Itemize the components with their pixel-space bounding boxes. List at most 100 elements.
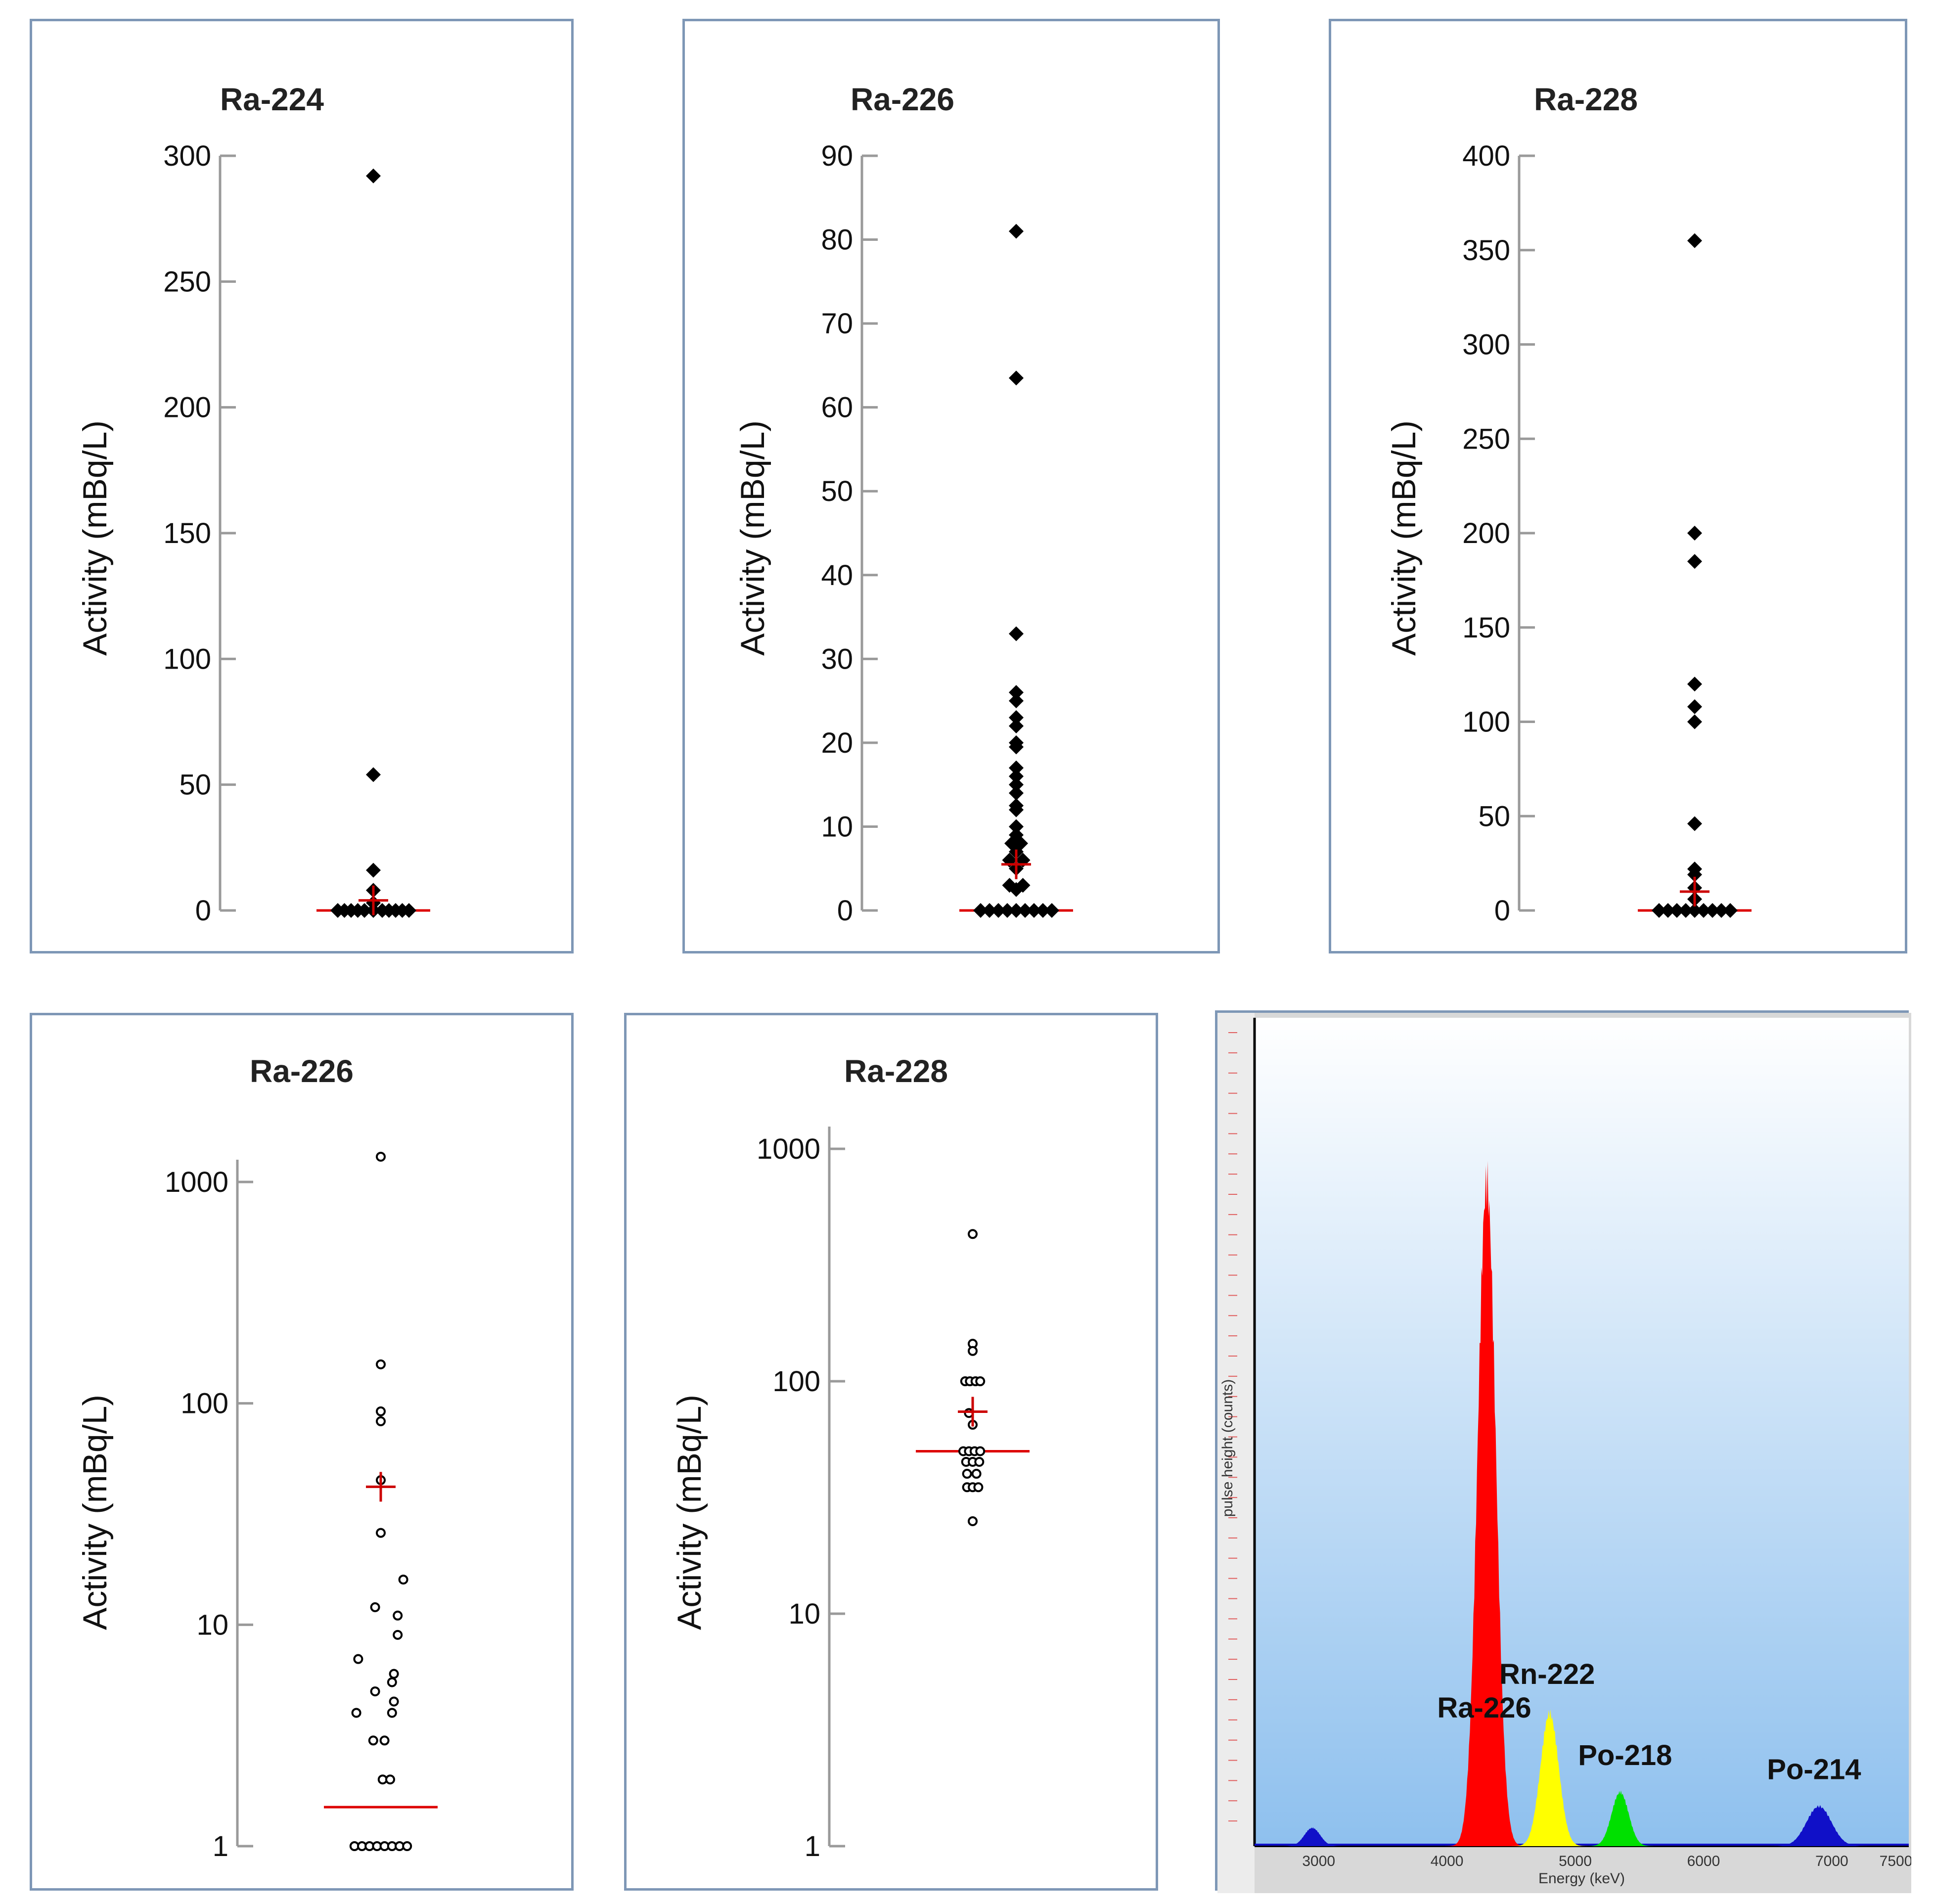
data-point	[393, 1630, 403, 1640]
y-axis-label: Activity (mBq/L)	[76, 420, 114, 656]
plot-background	[1255, 1018, 1909, 1846]
y-tick-label: 250	[163, 266, 211, 298]
data-point	[379, 1735, 390, 1746]
chart-title: Ra-224	[220, 82, 324, 117]
data-point	[975, 1446, 986, 1456]
y-tick-label: 200	[1462, 517, 1510, 549]
chart-title: Ra-228	[844, 1053, 948, 1089]
y-tick-label: 80	[821, 224, 853, 256]
y-tick-label: 1	[805, 1830, 820, 1862]
chart-title: Ra-226	[250, 1053, 354, 1089]
data-point	[1009, 224, 1024, 239]
y-tick-label: 90	[821, 140, 853, 172]
peak-po-218	[1570, 1790, 1670, 1846]
data-point	[330, 903, 345, 918]
x-tick-label: 6000	[1687, 1853, 1720, 1869]
y-tick-label: 50	[821, 475, 853, 507]
peak-label: Rn-222	[1499, 1658, 1595, 1690]
data-point	[982, 903, 997, 918]
data-point	[376, 1416, 386, 1426]
y-tick-label: 400	[1462, 140, 1510, 172]
data-point	[1723, 903, 1738, 918]
chart-ra224-linear: Ra-224 Activity (mBq/L) 0 50 100 150 200 250 300	[76, 82, 430, 927]
data-point	[402, 903, 416, 918]
data-point	[1009, 739, 1024, 755]
y-tick-label: 1000	[757, 1133, 820, 1165]
data-point	[1009, 710, 1024, 725]
data-point	[971, 1469, 982, 1479]
data-point	[975, 1376, 986, 1386]
data-point	[991, 903, 1006, 918]
chart-panel-ra228-linear: Ra-228 Activity (mBq/L) 0 50 100 150 200 250 300…	[1329, 19, 1907, 953]
data-point	[1027, 903, 1041, 918]
data-point	[389, 1669, 399, 1679]
data-point	[1669, 903, 1684, 918]
data-point	[1687, 714, 1702, 729]
data-point	[1687, 867, 1702, 882]
data-point	[387, 1677, 397, 1687]
y-tick-label: 30	[821, 643, 853, 675]
y-axis-label: Activity (mBq/L)	[671, 1395, 708, 1630]
data-point	[366, 862, 381, 878]
y-tick-label: 200	[163, 392, 211, 424]
x-tick-label: 7000	[1815, 1853, 1848, 1869]
data-point	[1678, 903, 1693, 918]
y-tick-label: 150	[1462, 612, 1510, 644]
data-point	[389, 1696, 399, 1707]
chart-title: Ra-228	[1534, 82, 1638, 117]
chart-ra228-log: Ra-228 Activity (mBq/L) 1 10 100 1000	[671, 1053, 1030, 1862]
data-point	[1009, 370, 1024, 386]
y-axis-label: Activity (mBq/L)	[734, 420, 771, 656]
y-tick-label: 100	[163, 643, 211, 675]
data-point	[1044, 903, 1059, 918]
data-point	[366, 767, 381, 782]
chart-panel-ra226-linear: Ra-226 Activity (mBq/L) 0 10 20 30 40 50 60 70 80 9…	[682, 19, 1220, 953]
y-tick-label: 0	[195, 895, 211, 927]
data-point	[1009, 802, 1024, 817]
data-point	[398, 1574, 408, 1585]
data-point	[351, 1708, 361, 1718]
data-point	[387, 1708, 397, 1718]
chart-title: Ra-226	[851, 82, 954, 117]
y-tick-label: 70	[821, 308, 853, 340]
y-axis-label: pulse height (counts)	[1219, 1379, 1236, 1517]
y-tick-label: 20	[821, 727, 853, 759]
data-point	[1696, 903, 1711, 918]
data-point	[1009, 626, 1024, 641]
data-point	[370, 1686, 380, 1697]
chart-panel-alpha-spectrum: pulse height (counts) Ra-226 Rn-222 Po-218 P…	[1215, 1010, 1911, 1893]
data-point	[1687, 816, 1702, 831]
data-point	[1018, 903, 1033, 918]
peak-label: Po-214	[1767, 1754, 1861, 1786]
chart-ra226-log: Ra-226 Activity (mBq/L) 1 10 100 1000	[76, 1053, 438, 1862]
data-point	[1687, 677, 1702, 692]
y-tick-label: 1	[213, 1830, 228, 1862]
data-point	[1687, 233, 1702, 248]
data-point	[368, 1735, 378, 1746]
y-tick-label: 50	[1478, 800, 1510, 832]
y-tick-label: 100	[1462, 706, 1510, 738]
data-point	[1714, 903, 1729, 918]
data-point	[1705, 903, 1720, 918]
peak-ra-226	[1433, 1161, 1540, 1846]
data-point	[1009, 693, 1024, 709]
chart-panel-ra224-linear: Ra-224 Activity (mBq/L) 0 50 100 150 200 250 300	[30, 19, 574, 953]
data-point	[393, 1610, 403, 1621]
data-point	[1009, 685, 1024, 700]
y-tick-label: 10	[196, 1609, 228, 1641]
x-tick-label: 3000	[1302, 1853, 1335, 1869]
y-tick-label: 40	[821, 559, 853, 591]
chart-panel-ra228-log: Ra-228 Activity (mBq/L) 1 10 100 1000	[624, 1013, 1158, 1891]
data-point	[402, 1841, 412, 1851]
y-tick-label: 100	[772, 1365, 820, 1398]
data-point	[1687, 554, 1702, 569]
x-tick-label: 5000	[1559, 1853, 1592, 1869]
data-point	[1035, 903, 1050, 918]
y-axis-band	[1217, 1013, 1255, 1893]
y-tick-label: 250	[1462, 423, 1510, 455]
data-point	[1009, 785, 1024, 801]
y-tick-label: 0	[837, 895, 853, 927]
data-point	[1009, 760, 1024, 775]
peak-rn-222	[1496, 1709, 1603, 1846]
x-tick-label: 4000	[1431, 1853, 1464, 1869]
